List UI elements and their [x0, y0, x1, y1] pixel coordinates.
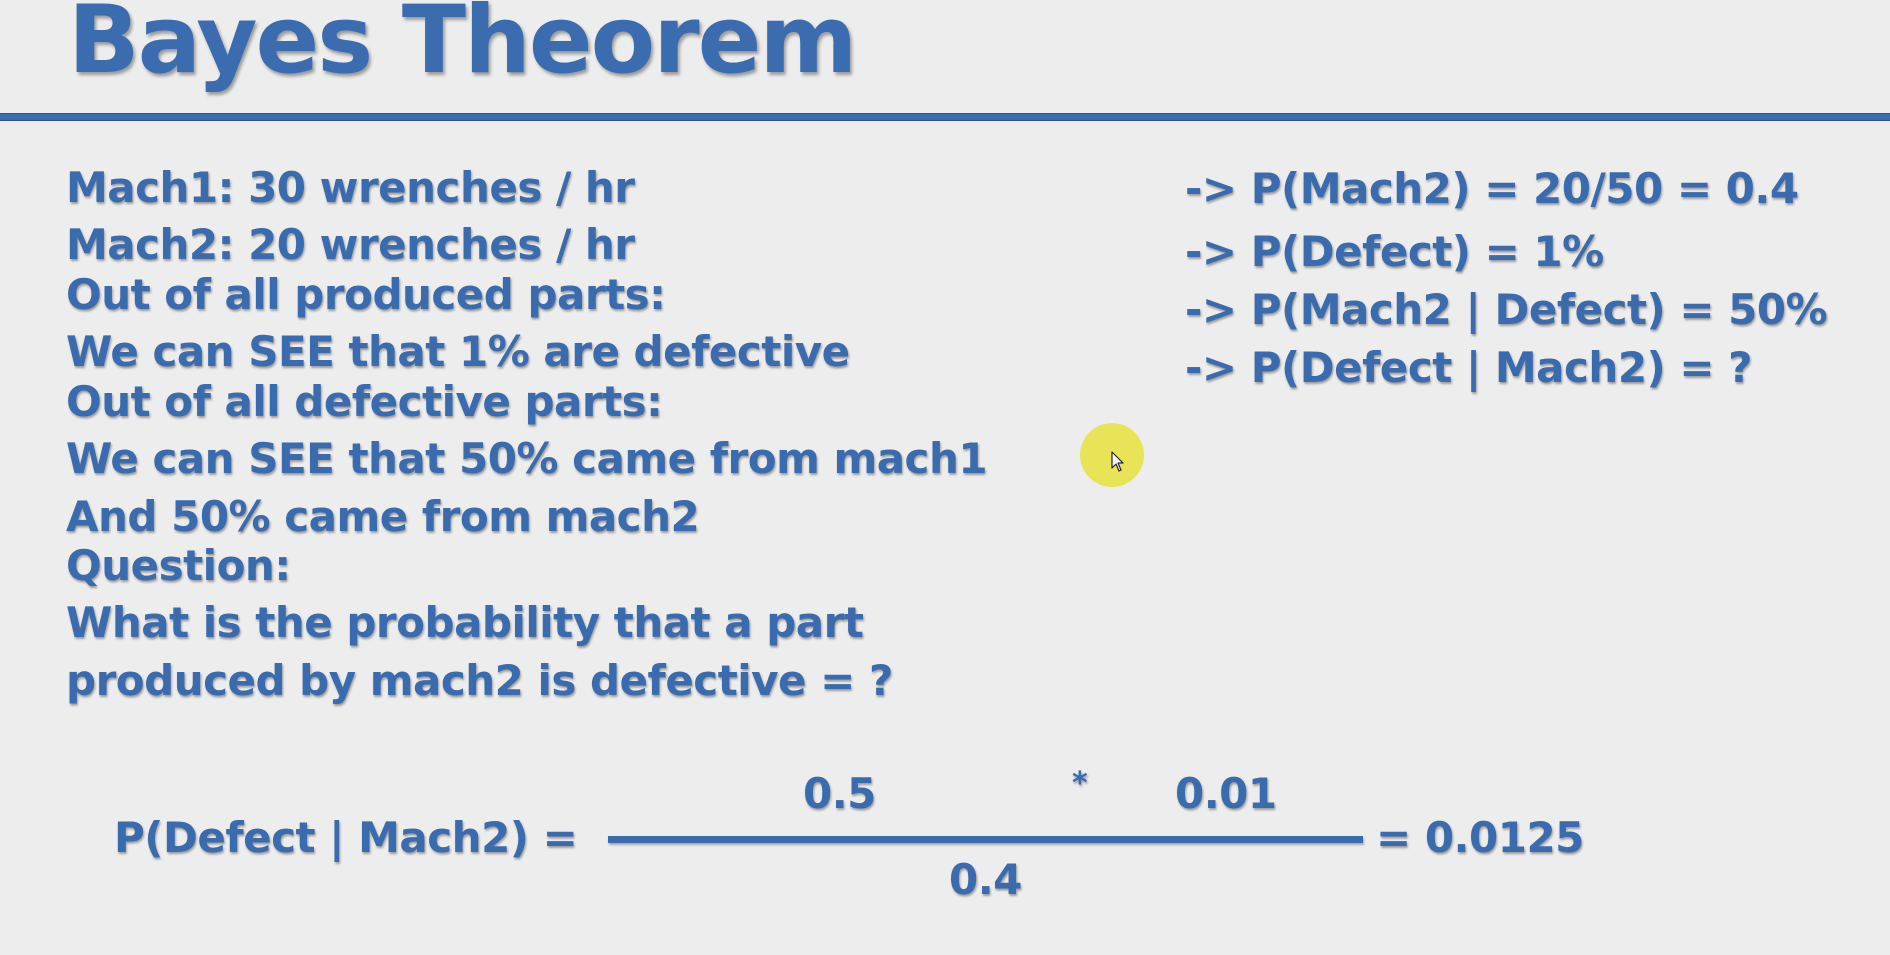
- left-line-2: Mach2: 20 wrenches / hr: [66, 220, 635, 269]
- slide-title: Bayes Theorem: [68, 0, 857, 95]
- right-line-3: -> P(Mach2 | Defect) = 50%: [1185, 285, 1828, 334]
- left-line-3: Out of all produced parts:: [66, 270, 666, 319]
- title-divider: [0, 113, 1890, 121]
- right-line-4: -> P(Defect | Mach2) = ?: [1185, 343, 1753, 392]
- formula-operator: *: [1072, 766, 1088, 801]
- left-line-8: Question:: [66, 541, 291, 590]
- right-line-1: -> P(Mach2) = 20/50 = 0.4: [1185, 164, 1799, 213]
- mouse-pointer-icon: [1111, 451, 1124, 472]
- right-line-2: -> P(Defect) = 1%: [1185, 227, 1604, 276]
- left-line-5: Out of all defective parts:: [66, 377, 663, 426]
- formula-numerator-a: 0.5: [803, 769, 876, 818]
- formula-denominator: 0.4: [949, 855, 1022, 904]
- left-line-7: And 50% came from mach2: [66, 492, 700, 541]
- formula-numerator-b: 0.01: [1175, 769, 1277, 818]
- left-line-1: Mach1: 30 wrenches / hr: [66, 163, 635, 212]
- left-line-9: What is the probability that a part: [66, 598, 864, 647]
- left-line-6: We can SEE that 50% came from mach1: [66, 434, 988, 483]
- left-line-10: produced by mach2 is defective = ?: [66, 656, 893, 705]
- formula-lhs: P(Defect | Mach2) =: [114, 813, 578, 862]
- formula-result: = 0.0125: [1376, 813, 1584, 862]
- fraction-bar: [608, 836, 1363, 843]
- left-line-4: We can SEE that 1% are defective: [66, 327, 850, 376]
